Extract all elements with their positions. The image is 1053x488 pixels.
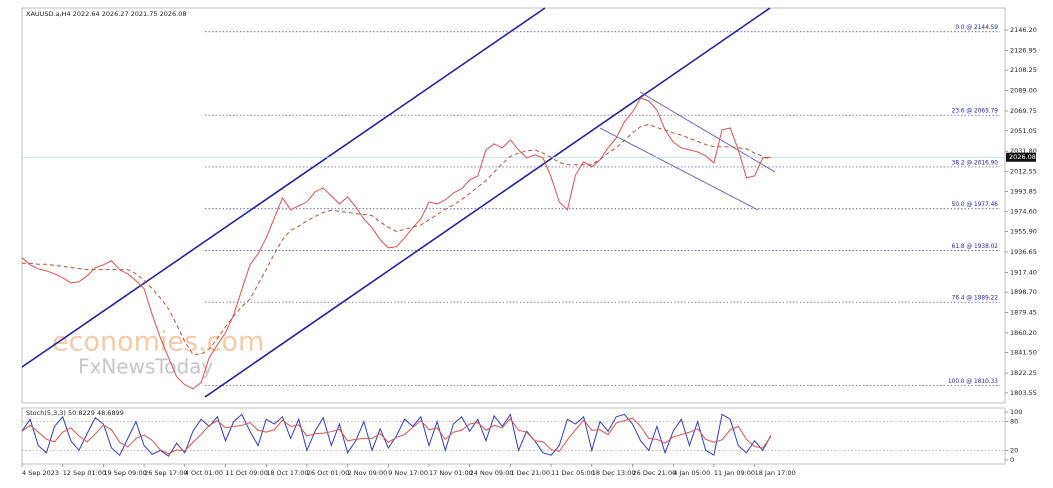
chart-title: XAUUSD.a,H4 2022.64 2026.27 2021.75 2026… [26,10,186,18]
x-tick-label: 24 Nov 09:00 [470,469,514,477]
y-tick-label: 1993.85 [1010,187,1037,195]
y-tick-label: 1860.20 [1010,329,1037,337]
y-tick-label: 80 [1010,418,1018,426]
x-tick-label: 1 Dec 21:00 [510,469,550,477]
x-tick-label: 26 Oct 01:00 [307,469,349,477]
x-tick-label: 11 Jan 09:00 [714,469,755,477]
y-tick-label: 1917.40 [1010,268,1037,276]
y-tick-label: 2126.95 [1010,46,1037,54]
x-tick-label: 19 Sep 09:00 [103,469,146,477]
fib-label: 50.0 @ 1977.46 [952,202,999,208]
y-tick-label: 2012.55 [1010,168,1037,176]
x-tick-label: 12 Sep 01:00 [63,469,106,477]
series-line [21,97,771,390]
channel-lines [21,7,771,398]
x-tick-label: 4 Jan 05:00 [673,469,710,477]
fib-label: 61.8 @ 1938.02 [952,244,999,250]
y-tick-label: 1822.25 [1010,369,1037,377]
y-tick-label: 2146.20 [1010,26,1037,34]
last-price-label: 2026.08 [1009,153,1036,161]
x-tick-label: 11 Oct 09:00 [226,469,268,477]
stoch-title: Stoch(5,3,3) 50.8229 48.6899 [26,409,124,417]
y-tick-label: 2031.80 [1010,147,1037,155]
x-tick-label: 4 Oct 01:00 [185,469,223,477]
x-tick-label: 17 Nov 01:00 [429,469,473,477]
descending-channel [599,91,776,211]
y-tick-label: 2069.75 [1010,107,1037,115]
y-tick-label: 1879.45 [1010,309,1037,317]
y-tick-label: 2108.25 [1010,66,1037,74]
x-tick-label: 18 Jan 17:00 [755,469,796,477]
series-line [21,413,772,457]
last-price-tag [1006,152,1036,162]
stoch-panel [21,407,1006,465]
y-tick-label: 2051.05 [1010,127,1037,135]
y-tick-label: 1955.90 [1010,228,1037,236]
x-tick-label: 26 Dec 21:00 [633,469,677,477]
x-tick-label: 9 Nov 17:00 [388,469,428,477]
y-tick-label: 1803.55 [1010,389,1037,397]
series-line [22,123,772,355]
x-tick-label: 2 Nov 09:00 [348,469,388,477]
y-tick-label: 2089.00 [1010,87,1037,95]
x-tick-label: 18 Oct 17:00 [266,469,308,477]
series-line [21,417,772,455]
y-tick-label: 1841.50 [1010,349,1037,357]
fib-label: 23.6 @ 2065.79 [952,109,999,115]
fib-label: 38.2 @ 2016.90 [952,160,999,166]
main-panel [21,7,1006,404]
x-tick-label: 26 Sep 17:00 [144,469,187,477]
y-tick-label: 20 [1010,446,1018,454]
fib-label: 76.4 @ 1889.22 [952,296,999,302]
y-tick-label: 1936.65 [1010,248,1037,256]
x-tick-label: 11 Dec 05:00 [551,469,595,477]
x-tick-label: 18 Dec 13:00 [592,469,636,477]
watermark: FxNewsToday [78,355,213,379]
y-tick-label: 1898.70 [1010,288,1037,296]
y-tick-label: 0 [1010,456,1014,464]
fib-label: 0.0 @ 2144.59 [955,25,998,31]
x-tick-label: 4 Sep 2023 [22,469,59,477]
y-tick-label: 100 [1010,408,1022,416]
y-tick-label: 1974.60 [1010,208,1037,216]
fib-label: 100.0 @ 1810.33 [948,379,998,385]
